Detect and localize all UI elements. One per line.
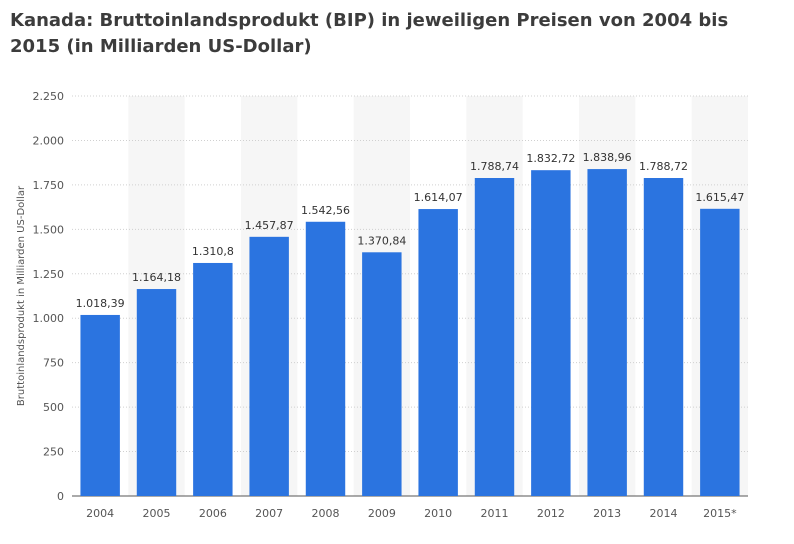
bar — [474, 178, 515, 497]
x-tick-label: 2014 — [650, 507, 678, 520]
y-axis-ticks: 0 250 500 750 1.000 1.250 1.500 1.750 2.000 2.250 — [33, 90, 65, 503]
y-tick-label: 0 — [57, 490, 64, 503]
bar — [80, 314, 120, 496]
x-tick-label: 2012 — [537, 507, 565, 520]
bar — [249, 236, 289, 496]
y-tick-label: 1.250 — [33, 268, 65, 281]
x-tick-label: 2009 — [368, 507, 396, 520]
x-tick-label: 2006 — [199, 507, 227, 520]
x-tick-label: 2004 — [86, 507, 114, 520]
y-tick-label: 2.250 — [33, 90, 65, 103]
y-tick-label: 2.000 — [33, 134, 65, 147]
bar — [136, 289, 177, 496]
data-label: 1.310,8 — [192, 245, 234, 258]
data-label: 1.542,56 — [301, 204, 350, 217]
y-tick-label: 1.500 — [33, 223, 65, 236]
bars — [80, 169, 740, 497]
chart-title: Kanada: Bruttoinlandsprodukt (BIP) in je… — [10, 10, 729, 57]
y-tick-label: 500 — [43, 401, 64, 414]
bar — [531, 170, 571, 496]
bar — [587, 169, 627, 496]
data-label: 1.788,74 — [470, 160, 519, 173]
y-axis-title: Bruttoinlandsprodukt in Milliarden US-Do… — [16, 185, 27, 406]
x-tick-label: 2007 — [255, 507, 283, 520]
x-tick-label: 2005 — [143, 507, 171, 520]
bar — [643, 178, 684, 496]
bar — [418, 209, 458, 496]
x-tick-label: 2008 — [312, 507, 340, 520]
x-tick-label: 2010 — [424, 507, 452, 520]
y-tick-label: 1.750 — [33, 179, 65, 192]
x-tick-label: 2011 — [481, 507, 509, 520]
data-label: 1.614,07 — [414, 191, 463, 204]
bar — [362, 252, 402, 496]
data-label: 1.457,87 — [245, 219, 294, 232]
data-labels: 1.018,39 1.164,18 1.310,8 1.457,87 1.542,56 1… — [76, 151, 745, 310]
bar — [193, 262, 233, 496]
data-label: 1.788,72 — [639, 160, 688, 173]
gridlines — [72, 95, 748, 497]
data-label: 1.370,84 — [357, 234, 406, 247]
x-tick-label: 2015* — [703, 507, 737, 520]
y-tick-label: 1.000 — [33, 312, 65, 325]
bar — [305, 221, 346, 497]
data-label: 1.615,47 — [695, 191, 744, 204]
data-label: 1.164,18 — [132, 271, 181, 284]
data-label: 1.832,72 — [526, 152, 575, 165]
x-tick-label: 2013 — [593, 507, 621, 520]
data-label: 1.018,39 — [76, 297, 125, 310]
y-tick-label: 250 — [43, 446, 64, 459]
bar — [700, 208, 740, 496]
x-axis-ticks: 2004 2005 2006 2007 2008 2009 2010 2011 2012 2013… — [86, 507, 737, 520]
y-tick-label: 750 — [43, 357, 64, 370]
data-label: 1.838,96 — [583, 151, 632, 164]
